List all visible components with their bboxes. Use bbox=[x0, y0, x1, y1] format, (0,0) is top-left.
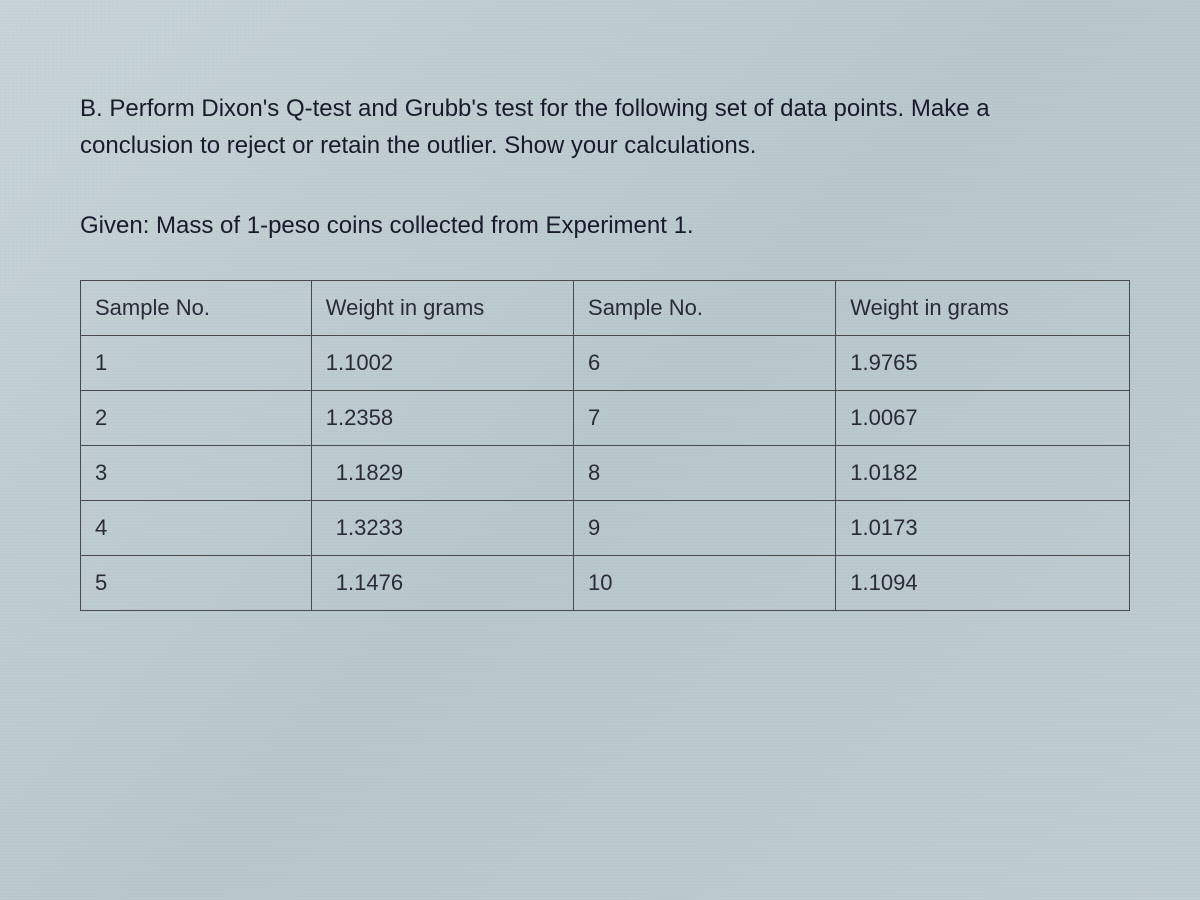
header-sample-no-1: Sample No. bbox=[81, 281, 312, 336]
cell-weight: 1.0067 bbox=[836, 391, 1130, 446]
table-row: 5 1.1476 10 1.1094 bbox=[81, 556, 1130, 611]
table-row: 2 1.2358 7 1.0067 bbox=[81, 391, 1130, 446]
cell-weight: 1.1094 bbox=[836, 556, 1130, 611]
cell-sample-no: 3 bbox=[81, 446, 312, 501]
cell-sample-no: 10 bbox=[574, 556, 836, 611]
table-row: 3 1.1829 8 1.0182 bbox=[81, 446, 1130, 501]
cell-sample-no: 6 bbox=[574, 336, 836, 391]
header-weight-1: Weight in grams bbox=[311, 281, 573, 336]
table-row: 1 1.1002 6 1.9765 bbox=[81, 336, 1130, 391]
cell-weight: 1.1002 bbox=[311, 336, 573, 391]
table-header-row: Sample No. Weight in grams Sample No. We… bbox=[81, 281, 1130, 336]
cell-weight: 1.0173 bbox=[836, 501, 1130, 556]
data-table: Sample No. Weight in grams Sample No. We… bbox=[80, 280, 1130, 611]
header-weight-2: Weight in grams bbox=[836, 281, 1130, 336]
cell-weight: 1.0182 bbox=[836, 446, 1130, 501]
cell-sample-no: 9 bbox=[574, 501, 836, 556]
cell-sample-no: 4 bbox=[81, 501, 312, 556]
header-sample-no-2: Sample No. bbox=[574, 281, 836, 336]
cell-sample-no: 1 bbox=[81, 336, 312, 391]
cell-sample-no: 2 bbox=[81, 391, 312, 446]
cell-weight: 1.1829 bbox=[311, 446, 573, 501]
cell-sample-no: 5 bbox=[81, 556, 312, 611]
cell-sample-no: 7 bbox=[574, 391, 836, 446]
cell-weight: 1.3233 bbox=[311, 501, 573, 556]
question-prompt: B. Perform Dixon's Q-test and Grubb's te… bbox=[80, 90, 1130, 164]
table-row: 4 1.3233 9 1.0173 bbox=[81, 501, 1130, 556]
prompt-line-1: B. Perform Dixon's Q-test and Grubb's te… bbox=[80, 95, 990, 122]
cell-sample-no: 8 bbox=[574, 446, 836, 501]
cell-weight: 1.1476 bbox=[311, 556, 573, 611]
prompt-line-2: conclusion to reject or retain the outli… bbox=[80, 132, 756, 159]
given-statement: Given: Mass of 1-peso coins collected fr… bbox=[80, 212, 1130, 240]
cell-weight: 1.9765 bbox=[836, 336, 1130, 391]
cell-weight: 1.2358 bbox=[311, 391, 573, 446]
